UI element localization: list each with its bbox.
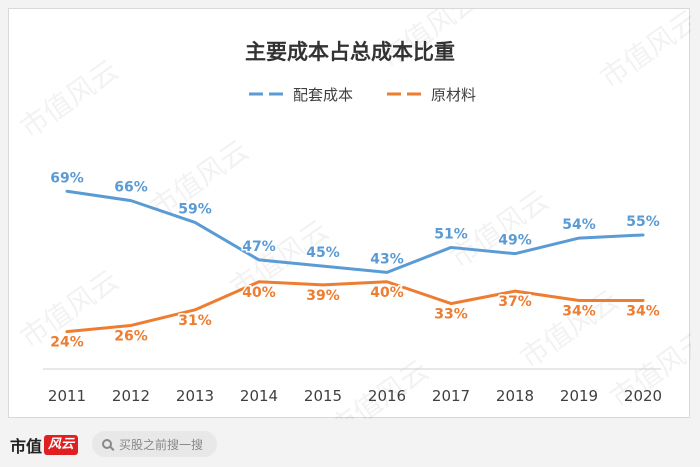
data-label: 49% — [498, 233, 532, 249]
brand-badge: 风云 — [44, 435, 79, 455]
x-tick-label: 2011 — [48, 387, 86, 405]
data-label: 24% — [50, 335, 84, 351]
data-label: 54% — [562, 217, 596, 233]
brand-logo[interactable]: 市值 风云 — [10, 434, 79, 456]
data-label: 47% — [242, 239, 276, 255]
data-label: 40% — [370, 285, 404, 301]
chart-title: 主要成本占总成本比重 — [245, 40, 455, 64]
series-layer: 69% 66% 59% 47% 45% 43% 51% 49% 54% 55% 24% 26% 31% 4… — [49, 169, 662, 352]
data-label: 33% — [434, 307, 468, 323]
search-icon — [102, 439, 112, 449]
x-tick-label: 2020 — [624, 387, 662, 405]
data-label: 45% — [306, 245, 340, 261]
data-label: 26% — [114, 328, 148, 344]
x-tick-label: 2013 — [176, 387, 214, 405]
data-label: 51% — [434, 226, 468, 242]
x-tick-labels: 2011 2012 2013 2014 2015 2016 2017 2018 2019 2020 — [48, 387, 662, 405]
legend: 配套成本 原材料 — [249, 86, 476, 104]
search-box[interactable]: 买股之前搜一搜 — [92, 431, 217, 457]
x-tick-label: 2014 — [240, 387, 278, 405]
footer: 市值 风云 买股之前搜一搜 — [0, 420, 700, 467]
watermark-text: 市值风云 — [14, 53, 125, 144]
x-tick-label: 2012 — [112, 387, 150, 405]
data-label: 31% — [178, 313, 212, 329]
series-line — [65, 280, 645, 334]
data-label: 55% — [626, 214, 660, 230]
data-label: 40% — [242, 285, 276, 301]
data-label: 69% — [50, 170, 84, 186]
watermark-text: 市值风云 — [594, 9, 691, 95]
data-label: 37% — [498, 294, 532, 310]
data-label: 59% — [178, 201, 212, 217]
data-label: 34% — [626, 303, 660, 319]
x-tick-label: 2015 — [304, 387, 342, 405]
legend-label: 原材料 — [431, 86, 476, 104]
x-tick-label: 2018 — [496, 387, 534, 405]
series-line — [65, 189, 645, 274]
legend-label: 配套成本 — [293, 86, 353, 104]
chart-frame: 市值风云 市值风云 市值风云 市值风云 市值风云 市值风云 市值风云 市值风云 市值风云 市值风云… — [8, 0, 700, 445]
data-label: 43% — [370, 251, 404, 267]
data-label: 34% — [562, 303, 596, 319]
x-tick-label: 2016 — [368, 387, 406, 405]
brand-text: 市值 — [10, 437, 43, 456]
data-label: 39% — [306, 288, 340, 304]
data-label: 66% — [114, 180, 148, 196]
search-placeholder: 买股之前搜一搜 — [119, 437, 204, 452]
x-tick-label: 2017 — [432, 387, 470, 405]
x-tick-label: 2019 — [560, 387, 598, 405]
